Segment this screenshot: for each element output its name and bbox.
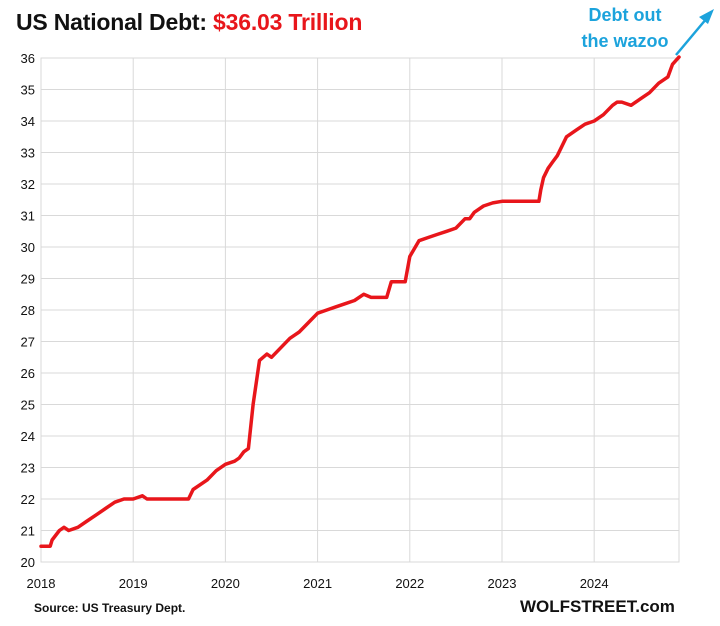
y-tick-label: 21 — [21, 524, 35, 539]
y-tick-label: 20 — [21, 555, 35, 570]
annotation-line-2: the wazoo — [581, 31, 669, 51]
y-tick-label: 23 — [21, 461, 35, 476]
y-tick-label: 33 — [21, 146, 35, 161]
y-tick-label: 32 — [21, 177, 35, 192]
annotation-arrow — [675, 9, 714, 56]
title-highlight: $36.03 Trillion — [213, 9, 363, 35]
x-axis-ticks: 2018 2019 2020 2021 2022 2023 2024 — [27, 576, 609, 591]
x-tick-label: 2022 — [395, 576, 424, 591]
y-axis-ticks: 20 21 22 23 24 25 26 27 28 29 30 31 32 33 34 35 36 — [21, 51, 35, 570]
chart-title: US National Debt: $36.03 Trillion — [16, 9, 362, 36]
y-tick-label: 36 — [21, 51, 35, 66]
x-tick-label: 2018 — [27, 576, 56, 591]
y-tick-label: 30 — [21, 240, 35, 255]
x-tick-label: 2023 — [488, 576, 517, 591]
brand-label: WOLFSTREET.com — [520, 597, 675, 616]
y-tick-label: 24 — [21, 429, 35, 444]
y-tick-label: 25 — [21, 398, 35, 413]
x-tick-label: 2020 — [211, 576, 240, 591]
annotation-text: Debt out the wazoo — [570, 2, 680, 54]
annotation-line-1: Debt out — [588, 5, 662, 25]
y-tick-label: 35 — [21, 83, 35, 98]
x-tick-label: 2024 — [580, 576, 609, 591]
title-main: US National Debt: — [16, 9, 207, 35]
y-tick-label: 34 — [21, 114, 35, 129]
y-tick-label: 27 — [21, 335, 35, 350]
y-tick-label: 28 — [21, 303, 35, 318]
y-tick-label: 31 — [21, 209, 35, 224]
y-tick-label: 26 — [21, 366, 35, 381]
source-note: Source: US Treasury Dept. — [34, 601, 186, 615]
x-tick-label: 2019 — [119, 576, 148, 591]
y-tick-label: 22 — [21, 492, 35, 507]
y-tick-label: 29 — [21, 272, 35, 287]
debt-series-line — [39, 55, 681, 549]
x-tick-label: 2021 — [303, 576, 332, 591]
grid-lines — [40, 57, 680, 563]
